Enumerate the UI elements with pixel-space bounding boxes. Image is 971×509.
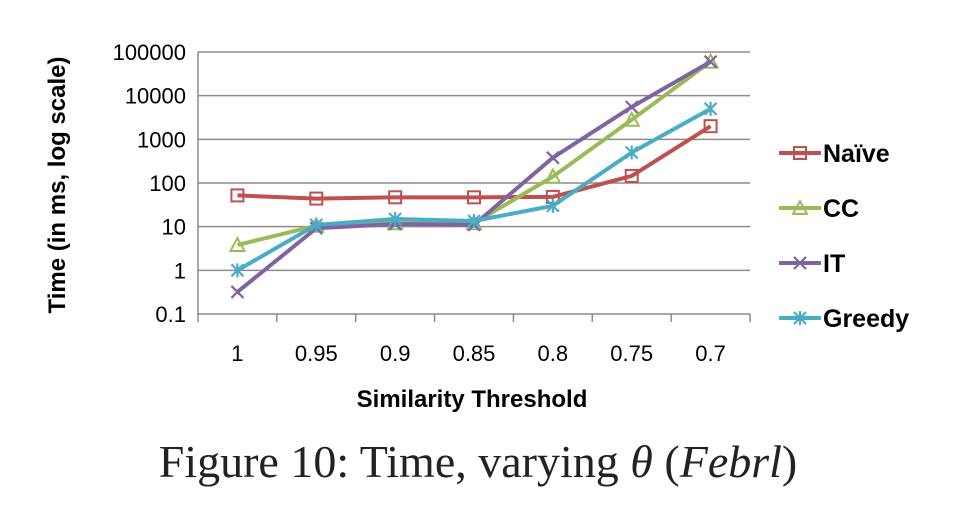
legend: Naïve CC IT Greedy — [779, 140, 909, 333]
legend-label: CC — [823, 195, 859, 223]
data-point-greedy — [388, 211, 402, 226]
caption-prefix: Figure 10: Time, varying — [159, 436, 631, 487]
data-point-it — [624, 100, 639, 114]
x-tick-label: 0.9 — [380, 341, 411, 366]
legend-item-nave: Naïve — [779, 140, 890, 168]
data-point-it — [230, 285, 245, 299]
x-tick-label: 0.75 — [610, 341, 653, 366]
y-axis-title: Time (in ms, log scale) — [44, 57, 71, 314]
legend-label: Naïve — [823, 140, 890, 168]
caption-dataset: Febrl — [679, 436, 782, 487]
data-point-it — [546, 150, 560, 165]
series-it — [230, 54, 718, 299]
figure-caption: Figure 10: Time, varying θ (Febrl) — [159, 436, 798, 487]
data-point-greedy — [309, 217, 324, 232]
series-greedy — [230, 101, 718, 278]
y-tick-label: 1 — [174, 258, 186, 283]
x-tick-labels: 1 0.95 0.9 0.85 0.8 0.75 0.7 — [231, 341, 726, 366]
x-axis-title: Similarity Threshold — [357, 386, 588, 413]
data-point-greedy — [703, 101, 718, 116]
legend-label: Greedy — [823, 305, 909, 333]
series-nave — [230, 119, 718, 206]
data-point-cc — [544, 167, 562, 184]
caption-close-paren: ) — [782, 436, 797, 487]
y-tick-labels: 0.1 1 10 100 1000 10000 100000 — [113, 40, 186, 327]
legend-item-it: IT — [779, 250, 845, 278]
x-tick-label: 0.85 — [453, 341, 496, 366]
data-point-nave — [230, 188, 245, 203]
series-line-nave — [237, 124, 712, 201]
legend-marker — [791, 198, 809, 215]
legend-item-greedy: Greedy — [779, 305, 909, 333]
x-tick-label: 0.8 — [538, 341, 569, 366]
y-tick-label: 100000 — [113, 40, 186, 65]
y-tick-label: 10 — [162, 215, 186, 240]
x-tick-label: 0.7 — [695, 341, 726, 366]
data-point-greedy — [624, 145, 639, 160]
data-point-nave — [309, 191, 324, 206]
legend-marker — [793, 311, 807, 325]
caption-theta: θ — [630, 436, 653, 487]
y-tick-label: 1000 — [137, 127, 186, 152]
x-axis — [197, 52, 751, 322]
data-point-cc — [228, 235, 247, 253]
data-point-nave — [703, 119, 718, 134]
legend-item-cc: CC — [779, 195, 859, 223]
legend-label: IT — [823, 250, 845, 278]
x-tick-label: 1 — [231, 341, 243, 366]
data-point-greedy — [467, 213, 481, 228]
series-group — [228, 52, 720, 299]
legend-marker — [793, 256, 807, 270]
x-tick-label: 0.95 — [295, 341, 338, 366]
caption-open-paren: ( — [653, 436, 680, 487]
y-tick-label: 0.1 — [155, 302, 186, 327]
y-tick-label: 100 — [149, 171, 186, 196]
series-line-greedy — [236, 107, 712, 273]
data-point-greedy — [230, 263, 245, 278]
data-point-nave — [467, 190, 481, 205]
data-point-nave — [388, 190, 403, 205]
data-point-nave — [624, 168, 639, 183]
data-point-cc — [623, 110, 641, 127]
y-tick-label: 10000 — [125, 84, 186, 109]
data-point-it — [703, 54, 718, 69]
data-point-cc — [701, 52, 720, 69]
data-point-greedy — [546, 198, 560, 213]
legend-marker — [793, 146, 807, 160]
